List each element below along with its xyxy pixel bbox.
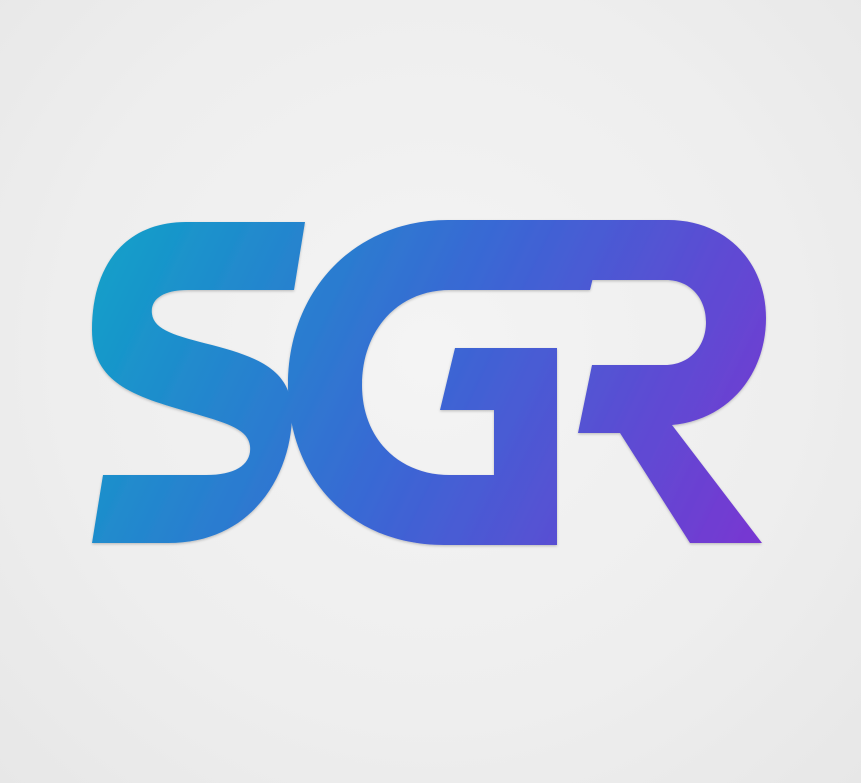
letter-r	[578, 220, 766, 543]
letter-s	[92, 222, 305, 543]
letter-g	[288, 220, 607, 545]
